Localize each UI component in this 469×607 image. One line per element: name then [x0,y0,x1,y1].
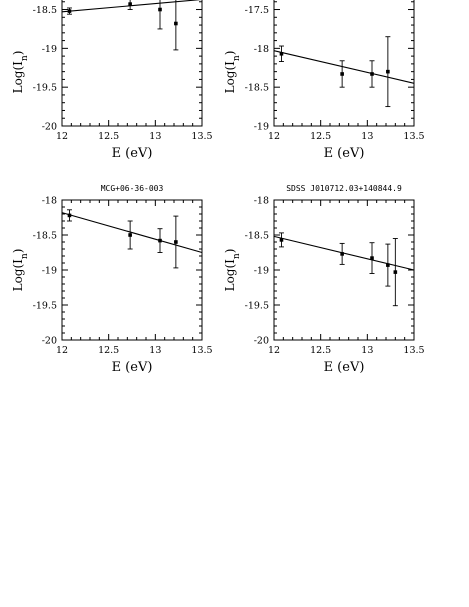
panel-3: MCG+06-36-003 12 12.5 13 13.5 -18 -18.5 -19 -19.… [11,184,213,375]
x-tick-label: 13 [361,345,373,356]
x-tick-label: 13 [361,131,373,142]
y-tick-label: -20 [254,336,269,347]
x-tick-label: 12 [268,131,280,142]
data-point [370,256,374,260]
y-axis-label: Log(In) [223,51,242,94]
y-tick-label: -19 [254,122,269,133]
data-point [340,252,344,256]
x-axis-label: E (eV) [112,360,153,375]
x-tick-label: 13 [149,345,161,356]
panel-4: SDSS J010712.03+140844.9 12 12.5 13 13.5 -18 -… [223,184,425,375]
x-tick-label: 12.5 [310,345,331,356]
data-point [128,233,132,237]
data-point [67,9,72,13]
data-point [67,213,72,218]
plot-title: MCG+06-36-003 [101,184,164,193]
x-axis-label: E (eV) [112,146,153,161]
x-tick-label: 12.5 [98,345,119,356]
data-point [386,263,390,267]
plot-title: SDSS J010712.03+140844.9 [286,184,402,193]
y-tick-label: -18.5 [245,83,269,94]
y-tick-label: -19 [254,266,269,277]
x-tick-label: 13.5 [191,345,212,356]
plot-frame [273,0,415,127]
data-point [386,69,390,74]
y-axis-label: Log(In) [223,249,242,292]
data-point [340,72,344,76]
y-tick-label: -20 [42,336,57,347]
fit-line [61,0,202,13]
data-point [279,238,284,242]
y-tick-label: -19 [42,266,57,277]
panel-2: 12 12.5 13 13.5 -17.5 -18 -18.5 -19 E (eV) Log(In… [223,0,425,161]
data-point [158,7,162,12]
y-axis-label: Log(In) [11,249,30,292]
data-point [128,2,132,6]
panel-1: 12 12.5 13 13.5 -18.5 -19 -19.5 -20 E (eV) Log(In… [11,0,213,161]
x-tick-label: 12 [56,345,68,356]
x-tick-label: 13.5 [403,131,424,142]
y-tick-label: -19.5 [33,83,57,94]
data-point [174,21,178,26]
x-axis-label: E (eV) [324,146,365,161]
x-axis-label: E (eV) [324,360,365,375]
x-tick-label: 13 [149,131,161,142]
x-tick-label: 13.5 [403,345,424,356]
y-axis-label: Log(In) [11,51,30,94]
y-tick-label: -18 [254,44,269,55]
y-tick-label: -19.5 [245,301,269,312]
fit-line [273,50,415,84]
x-tick-label: 12 [268,345,280,356]
plot-frame [61,0,203,127]
y-tick-label: -18.5 [33,231,57,242]
data-point [370,72,374,76]
data-point [158,238,162,243]
data-point [279,51,284,56]
y-tick-label: -20 [42,122,57,133]
x-tick-label: 12.5 [98,131,119,142]
x-tick-label: 12.5 [310,131,331,142]
y-tick-label: -18 [42,196,57,207]
y-tick-label: -19 [42,44,57,55]
data-point [393,270,398,274]
x-tick-label: 12 [56,131,68,142]
y-tick-label: -18.5 [33,5,57,16]
y-tick-label: -17.5 [245,5,269,16]
y-tick-label: -18.5 [245,231,269,242]
data-point [174,240,178,244]
fit-line [273,235,415,271]
y-tick-label: -19.5 [33,301,57,312]
plot-frame [273,199,415,341]
x-tick-label: 13.5 [191,131,212,142]
fit-line [61,212,203,254]
y-tick-label: -18 [254,196,269,207]
